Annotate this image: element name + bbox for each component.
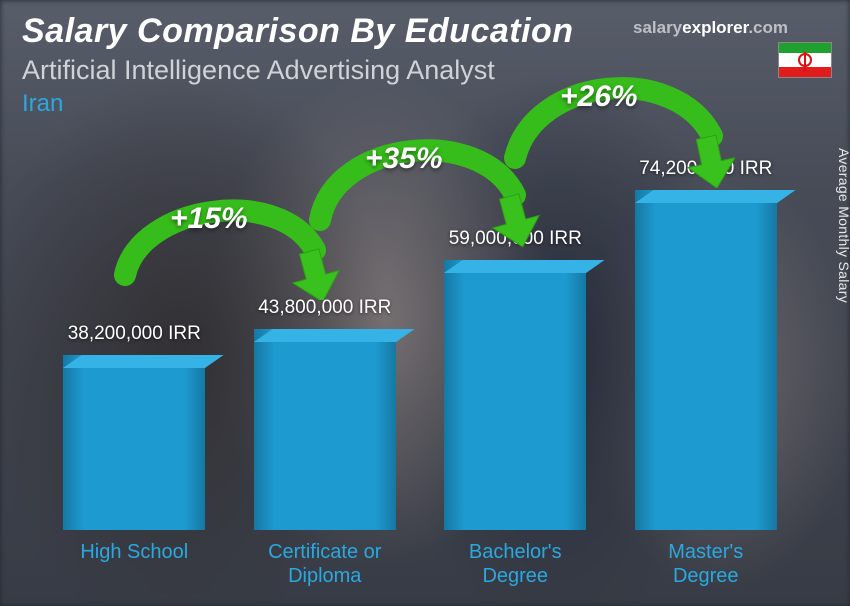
bar-top-face bbox=[444, 260, 605, 273]
bar bbox=[254, 329, 396, 530]
brand-suffix: explorer bbox=[682, 18, 748, 37]
bar-x-label: Bachelor's Degree bbox=[469, 540, 562, 588]
bar-column: 38,200,000 IRR High School bbox=[60, 323, 209, 588]
brand-prefix: salary bbox=[633, 18, 682, 37]
bar bbox=[635, 190, 777, 530]
bar-value-label: 74,200,000 IRR bbox=[639, 158, 772, 180]
percent-increase-label: +35% bbox=[365, 142, 443, 176]
bar-x-label: Master's Degree bbox=[668, 540, 743, 588]
bar-top-face bbox=[63, 355, 224, 368]
bar-top-face bbox=[254, 329, 415, 342]
bar-top-face bbox=[635, 190, 796, 203]
bar-value-label: 43,800,000 IRR bbox=[258, 297, 391, 319]
bar-column: 43,800,000 IRR Certificate or Diploma bbox=[251, 297, 400, 588]
bar-front-face bbox=[63, 355, 205, 530]
bar-x-label: High School bbox=[80, 540, 188, 588]
bar-x-label: Certificate or Diploma bbox=[268, 540, 381, 588]
bar-front-face bbox=[444, 260, 586, 530]
brand-watermark: salaryexplorer.com bbox=[633, 18, 788, 38]
flag-stripe-mid bbox=[779, 53, 831, 67]
flag-iran bbox=[778, 42, 832, 78]
flag-emblem bbox=[798, 53, 812, 67]
bar-chart: 38,200,000 IRR High School 43,800,000 IR… bbox=[40, 148, 800, 588]
bar-value-label: 59,000,000 IRR bbox=[449, 228, 582, 250]
percent-increase-label: +26% bbox=[560, 80, 638, 114]
bar-value-label: 38,200,000 IRR bbox=[68, 323, 201, 345]
bar-column: 59,000,000 IRR Bachelor's Degree bbox=[441, 228, 590, 588]
bar bbox=[63, 355, 205, 530]
bar-front-face bbox=[635, 190, 777, 530]
y-axis-label: Average Monthly Salary bbox=[836, 148, 850, 303]
bar-front-face bbox=[254, 329, 396, 530]
bar bbox=[444, 260, 586, 530]
page-subtitle: Artificial Intelligence Advertising Anal… bbox=[22, 55, 828, 86]
country-label: Iran bbox=[22, 90, 828, 118]
bar-column: 74,200,000 IRR Master's Degree bbox=[632, 158, 781, 588]
brand-tld: .com bbox=[748, 18, 788, 37]
percent-increase-label: +15% bbox=[170, 202, 248, 236]
